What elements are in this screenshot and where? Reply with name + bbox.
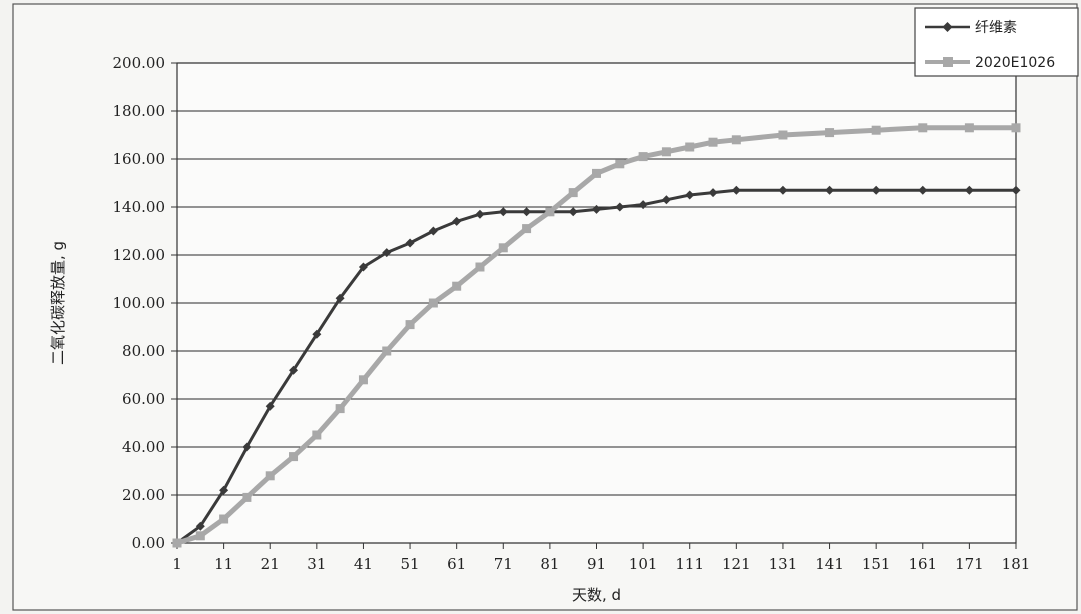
data-point	[545, 207, 554, 216]
data-point	[429, 299, 438, 308]
y-tick-label: 20.00	[122, 486, 165, 504]
data-point	[569, 188, 578, 197]
data-point	[1012, 123, 1021, 132]
y-tick-label: 120.00	[113, 246, 166, 264]
data-point	[592, 169, 601, 178]
legend: 纤维素 2020E1026	[915, 8, 1078, 76]
x-tick-label: 31	[307, 555, 326, 573]
data-point	[685, 143, 694, 152]
data-point	[872, 126, 881, 135]
x-tick-label: 131	[769, 555, 798, 573]
data-point	[242, 493, 251, 502]
data-point	[289, 452, 298, 461]
data-point	[173, 539, 182, 548]
x-tick-label: 171	[955, 555, 984, 573]
data-point	[452, 282, 461, 291]
data-point	[475, 263, 484, 272]
x-tick-label: 91	[587, 555, 606, 573]
x-tick-label: 71	[494, 555, 513, 573]
y-tick-label: 0.00	[132, 534, 165, 552]
y-tick-label: 180.00	[113, 102, 166, 120]
data-point	[615, 159, 624, 168]
y-axis-title: 二氧化碳释放量, g	[49, 241, 67, 365]
x-tick-label: 111	[675, 555, 704, 573]
data-point	[196, 531, 205, 540]
x-tick-label: 21	[261, 555, 280, 573]
legend-label: 2020E1026	[975, 55, 1055, 71]
data-point	[266, 471, 275, 480]
data-point	[778, 131, 787, 140]
x-tick-label: 161	[908, 555, 937, 573]
data-point	[336, 404, 345, 413]
y-tick-label: 80.00	[122, 342, 165, 360]
data-point	[406, 320, 415, 329]
data-point	[522, 224, 531, 233]
y-tick-label: 140.00	[113, 198, 166, 216]
data-point	[965, 123, 974, 132]
x-tick-label: 51	[401, 555, 420, 573]
x-tick-label: 1	[172, 555, 182, 573]
data-point	[732, 135, 741, 144]
x-tick-label: 41	[354, 555, 373, 573]
x-tick-label: 181	[1002, 555, 1031, 573]
legend-label: 纤维素	[975, 20, 1017, 36]
data-point	[825, 128, 834, 137]
legend-marker	[943, 57, 953, 67]
x-tick-label: 121	[722, 555, 751, 573]
data-point	[382, 347, 391, 356]
data-point	[312, 431, 321, 440]
data-point	[219, 515, 228, 524]
x-axis-title: 天数, d	[572, 586, 621, 604]
data-point	[709, 138, 718, 147]
x-tick-label: 81	[540, 555, 559, 573]
data-point	[662, 147, 671, 156]
y-tick-label: 60.00	[122, 390, 165, 408]
x-tick-label: 61	[447, 555, 466, 573]
x-tick-label: 11	[214, 555, 233, 573]
y-tick-label: 40.00	[122, 438, 165, 456]
data-point	[499, 243, 508, 252]
y-tick-label: 100.00	[113, 294, 166, 312]
x-tick-label: 101	[629, 555, 658, 573]
data-point	[639, 152, 648, 161]
x-tick-label: 141	[815, 555, 844, 573]
data-point	[918, 123, 927, 132]
data-point	[359, 375, 368, 384]
x-tick-label: 151	[862, 555, 891, 573]
y-tick-label: 160.00	[113, 150, 166, 168]
y-tick-label: 200.00	[113, 54, 166, 72]
